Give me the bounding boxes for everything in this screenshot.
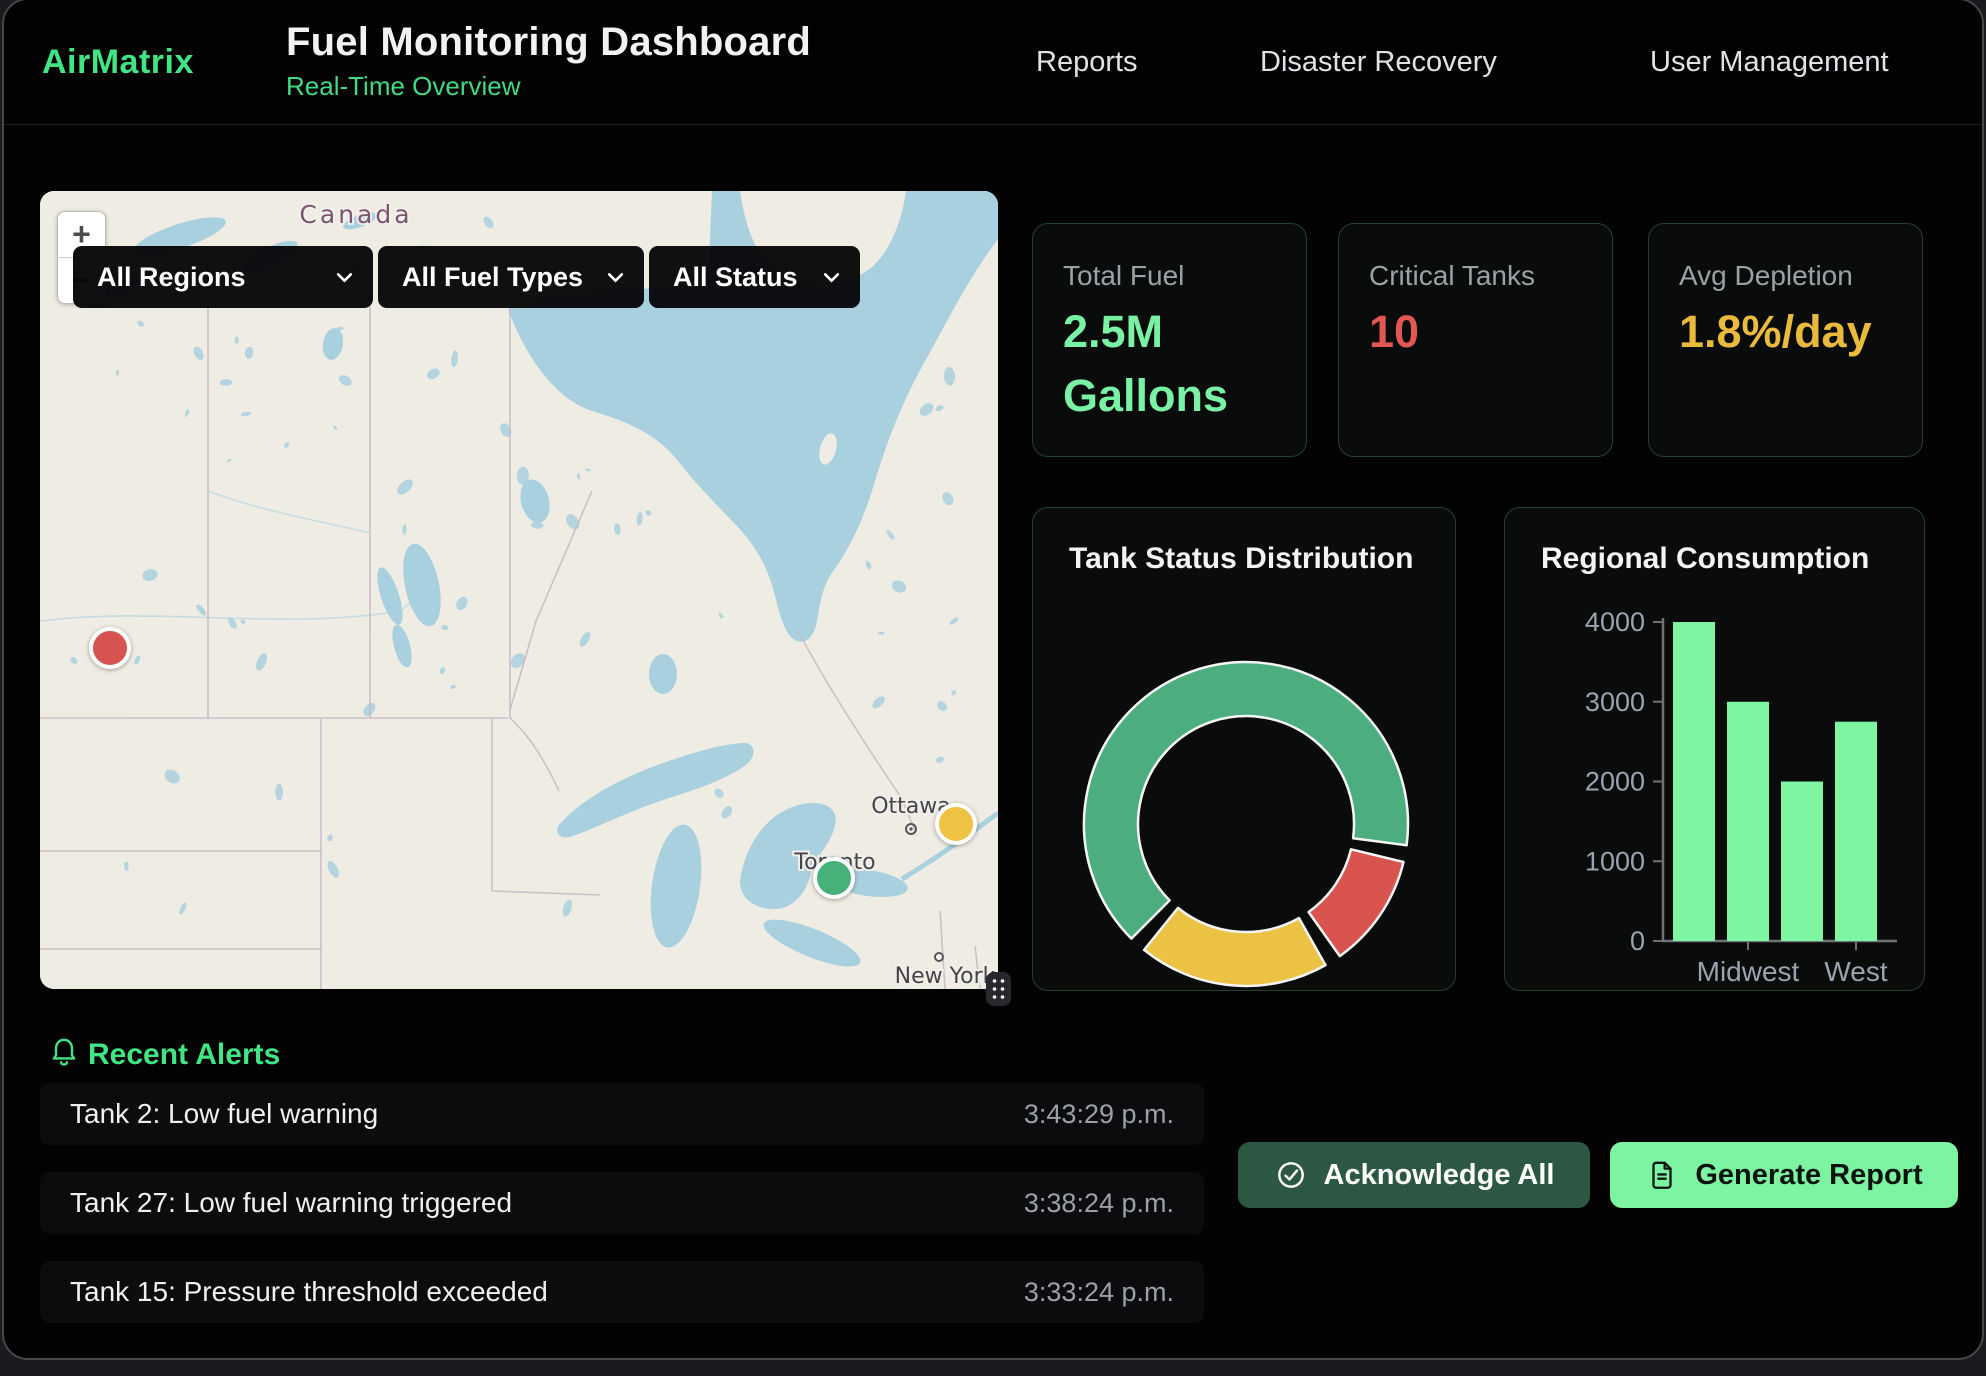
alert-message: Tank 2: Low fuel warning — [70, 1098, 378, 1130]
alert-time: 3:38:24 p.m. — [1024, 1188, 1174, 1219]
page-title: Fuel Monitoring Dashboard — [286, 20, 811, 65]
stat-card-avg-depletion: Avg Depletion 1.8%/day — [1648, 223, 1923, 457]
alert-time: 3:33:24 p.m. — [1024, 1277, 1174, 1308]
bell-icon — [48, 1034, 80, 1068]
svg-text:0: 0 — [1630, 926, 1645, 956]
map-filters: All Regions All Fuel Types All Status — [73, 246, 860, 308]
map-label-canada: Canada — [299, 200, 412, 229]
svg-text:Midwest: Midwest — [1697, 956, 1800, 987]
map-panel[interactable]: Canada Ottawa Toronto New York + − All R… — [40, 191, 998, 989]
fuel-type-filter-dropdown[interactable]: All Fuel Types — [378, 246, 644, 308]
chevron-down-icon — [823, 272, 840, 283]
tank-marker-normal[interactable] — [813, 857, 855, 899]
tank-status-chart-card: Tank Status Distribution — [1032, 507, 1456, 991]
stat-label: Critical Tanks — [1369, 260, 1582, 292]
tank-marker-warning[interactable] — [935, 803, 977, 845]
regional-consumption-chart-card: Regional Consumption 01000200030004000Mi… — [1504, 507, 1925, 991]
nav-disaster-recovery[interactable]: Disaster Recovery — [1260, 0, 1497, 124]
chevron-down-icon — [607, 272, 624, 283]
generate-report-label: Generate Report — [1695, 1159, 1922, 1192]
status-filter-dropdown[interactable]: All Status — [649, 246, 860, 308]
tank-marker-critical[interactable] — [89, 627, 131, 669]
status-filter-value: All Status — [673, 262, 798, 293]
svg-text:4000: 4000 — [1585, 607, 1645, 637]
stat-value: 10 — [1369, 300, 1585, 364]
nav-user-management[interactable]: User Management — [1650, 0, 1889, 124]
regional-consumption-bar-chart: 0 1000 2000 3000 4000 Midwest West — [1505, 508, 1926, 992]
stat-card-total-fuel: Total Fuel 2.5M Gallons — [1032, 223, 1307, 457]
generate-report-button[interactable]: Generate Report — [1610, 1142, 1958, 1208]
acknowledge-all-button[interactable]: Acknowledge All — [1238, 1142, 1590, 1208]
alert-row: Tank 27: Low fuel warning triggered 3:38… — [40, 1172, 1204, 1234]
check-circle-icon — [1274, 1158, 1308, 1192]
alert-time: 3:43:29 p.m. — [1024, 1099, 1174, 1130]
alert-row: Tank 2: Low fuel warning 3:43:29 p.m. — [40, 1083, 1204, 1145]
grip-dots-icon — [986, 972, 1011, 1006]
acknowledge-all-label: Acknowledge All — [1324, 1159, 1555, 1192]
map-label-new-york: New York — [895, 964, 996, 989]
header: AirMatrix Fuel Monitoring Dashboard Real… — [4, 0, 1982, 125]
region-filter-dropdown[interactable]: All Regions — [73, 246, 373, 308]
stat-value: 1.8%/day — [1679, 300, 1895, 364]
svg-text:2000: 2000 — [1585, 767, 1645, 797]
stat-label: Total Fuel — [1063, 260, 1276, 292]
map-resize-handle[interactable] — [986, 972, 1011, 1006]
chevron-down-icon — [336, 272, 353, 283]
region-filter-value: All Regions — [97, 262, 246, 293]
nav-reports[interactable]: Reports — [1036, 0, 1138, 124]
svg-text:1000: 1000 — [1585, 846, 1645, 876]
fuel-type-filter-value: All Fuel Types — [402, 262, 583, 293]
page-subtitle: Real-Time Overview — [286, 71, 811, 102]
stat-value: 2.5M Gallons — [1063, 300, 1279, 428]
alert-message: Tank 15: Pressure threshold exceeded — [70, 1276, 548, 1308]
alert-message: Tank 27: Low fuel warning triggered — [70, 1187, 512, 1219]
svg-text:West: West — [1824, 956, 1887, 987]
recent-alerts-title: Recent Alerts — [88, 1038, 280, 1072]
svg-text:3000: 3000 — [1585, 687, 1645, 717]
stat-card-critical-tanks: Critical Tanks 10 — [1338, 223, 1613, 457]
tank-status-donut-chart — [1033, 508, 1457, 992]
document-icon — [1645, 1158, 1679, 1192]
alert-row: Tank 15: Pressure threshold exceeded 3:3… — [40, 1261, 1204, 1323]
dashboard-container: AirMatrix Fuel Monitoring Dashboard Real… — [2, 0, 1984, 1360]
page-title-block: Fuel Monitoring Dashboard Real-Time Over… — [286, 20, 811, 102]
map-canvas[interactable]: Canada Ottawa Toronto New York — [40, 191, 998, 989]
stat-label: Avg Depletion — [1679, 260, 1892, 292]
app-logo: AirMatrix — [42, 0, 194, 124]
